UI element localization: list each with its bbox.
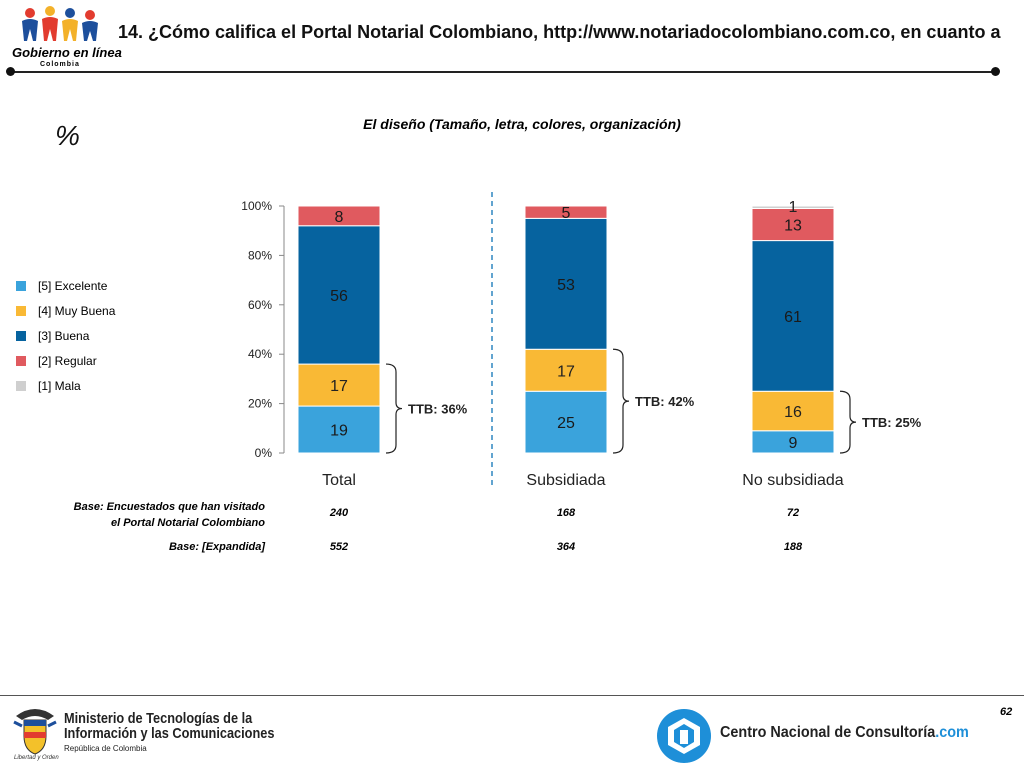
y-tick-label: 80% <box>248 248 272 262</box>
data-label: 56 <box>330 288 348 305</box>
base-label-line: el Portal Notarial Colombiano <box>110 517 265 529</box>
data-label: 17 <box>557 363 575 380</box>
data-label: 9 <box>789 435 798 452</box>
legend-label: [3] Buena <box>38 329 90 343</box>
page-number: 62 <box>1000 706 1013 718</box>
category-label: Total <box>322 472 356 489</box>
ministry-name: Ministerio de Tecnologías de la Informac… <box>64 711 274 741</box>
bar-segment <box>751 240 835 392</box>
header-divider <box>10 71 996 73</box>
legend-item-mala: [1] Mala <box>16 379 81 393</box>
page-title: 14. ¿Cómo califica el Portal Notarial Co… <box>118 22 1001 42</box>
logo-text: Gobierno en línea <box>12 45 122 60</box>
y-tick-label: 100% <box>241 199 272 213</box>
y-tick-label: 0% <box>255 446 273 460</box>
ministry-line: Información y las Comunicaciones <box>64 725 275 742</box>
base-value-total: 240 <box>329 507 349 519</box>
bar-segment <box>524 217 608 350</box>
ttb-bracket <box>385 363 403 454</box>
bar-segment <box>297 205 381 227</box>
data-label: 16 <box>784 404 802 421</box>
legend-item-buena: [3] Buena <box>16 329 89 343</box>
chart-title: El diseño (Tamaño, letra, colores, organ… <box>363 116 681 132</box>
base-expanded-subsidiada: 364 <box>556 541 576 553</box>
legend-swatch <box>16 381 26 391</box>
base-label-visitors: Base: Encuestados que han visitado el Po… <box>40 499 265 531</box>
y-tick-label: 60% <box>248 298 272 312</box>
divider-left-dot <box>6 67 15 76</box>
data-label: 8 <box>335 209 344 226</box>
base-label-expanded: Base: [Expandida] <box>169 541 265 553</box>
bar-segment <box>751 390 835 432</box>
ttb-label: TTB: 25% <box>862 415 922 430</box>
ttb-bracket <box>839 390 857 454</box>
unit-symbol: % <box>55 120 80 151</box>
data-label: 1 <box>789 199 798 216</box>
ttb-label: TTB: 36% <box>408 402 468 417</box>
y-tick-label: 40% <box>248 347 272 361</box>
cnc-logo-icon <box>657 709 711 763</box>
motto-text: Libertad y Orden <box>14 755 59 761</box>
data-label: 61 <box>784 309 802 326</box>
legend-label: [4] Muy Buena <box>38 304 116 318</box>
base-label-line: Base: Encuestados que han visitado <box>73 501 265 513</box>
cnc-suffix: .com <box>935 724 969 741</box>
category-label: Subsidiada <box>526 472 605 489</box>
ttb-label: TTB: 42% <box>635 394 695 409</box>
legend-item-excelente: [5] Excelente <box>16 279 107 293</box>
category-label: No subsidiada <box>742 472 844 489</box>
y-tick-label: 20% <box>248 397 272 411</box>
ministry-line: Ministerio de Tecnologías de la <box>64 710 253 727</box>
data-label: 25 <box>557 415 575 432</box>
legend-swatch <box>16 281 26 291</box>
bar-segment <box>297 363 381 407</box>
legend-item-regular: [2] Regular <box>16 354 97 368</box>
ministry-country: República de Colombia <box>64 744 147 753</box>
base-expanded-total: 552 <box>329 541 349 553</box>
people-logo-icon <box>22 6 98 41</box>
logo-country: Colombia <box>40 61 80 68</box>
divider-right-dot <box>991 67 1000 76</box>
legend-label: [2] Regular <box>38 354 97 368</box>
legend-item-muy-buena: [4] Muy Buena <box>16 304 115 318</box>
legend-swatch <box>16 331 26 341</box>
data-label: 5 <box>562 205 571 222</box>
data-label: 53 <box>557 277 575 294</box>
coat-of-arms-icon <box>13 709 57 755</box>
base-value-no-subsidiada: 72 <box>786 507 800 519</box>
bar-segment <box>524 390 608 454</box>
base-expanded-no-subsidiada: 188 <box>783 541 803 553</box>
gobierno-en-linea-logo: Gobierno en línea Colombia <box>10 5 122 69</box>
data-label: 19 <box>330 423 348 440</box>
data-label: 13 <box>784 218 802 235</box>
cnc-name: Centro Nacional de Consultoría <box>720 724 936 741</box>
legend-label: [1] Mala <box>38 379 81 393</box>
data-label: 17 <box>330 378 348 395</box>
bar-segment <box>524 205 608 219</box>
footer-divider <box>0 695 1024 696</box>
bar-segment <box>297 225 381 365</box>
bar-segment <box>751 205 835 209</box>
legend-swatch <box>16 356 26 366</box>
base-value-subsidiada: 168 <box>556 507 576 519</box>
legend-label: [5] Excelente <box>38 279 108 293</box>
ttb-bracket <box>612 348 630 454</box>
legend-swatch <box>16 306 26 316</box>
bar-segment <box>297 405 381 454</box>
cnc-brand: Centro Nacional de Consultoría.com <box>720 724 969 742</box>
